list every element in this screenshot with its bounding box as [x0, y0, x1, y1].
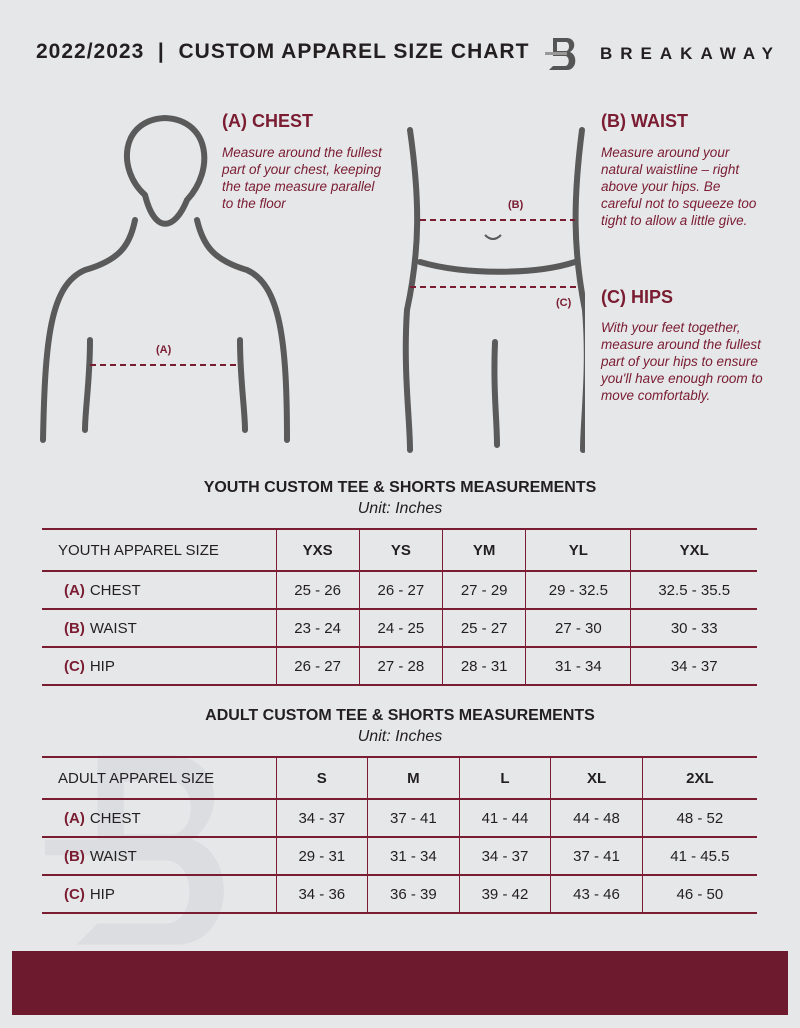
table-row: (A) CHEST 34 - 37 37 - 41 41 - 44 44 - 48 48 -…	[42, 798, 757, 838]
size-header: YS	[358, 528, 443, 572]
measurement-value: 27 - 30	[525, 608, 631, 648]
youth-unit: Unit: Inches	[357, 500, 443, 517]
measurement-value: 27 - 29	[442, 570, 526, 610]
measurement-letter: (B)	[64, 619, 85, 637]
size-header: XL	[550, 756, 643, 800]
chest-heading: (A) CHEST	[222, 111, 313, 131]
measurement-value: 34 - 37	[458, 836, 551, 876]
measurement-value: 43 - 46	[550, 874, 643, 914]
body-measurement-illustration	[40, 114, 585, 453]
measurement-letter: (A)	[64, 581, 85, 599]
footer-bar	[12, 951, 788, 1015]
measurement-label: (B) WAIST	[42, 608, 276, 648]
hips-heading: (C) HIPS	[601, 287, 673, 307]
youth-table-title: YOUTH CUSTOM TEE & SHORTS MEASUREMENTS	[203, 479, 597, 496]
measurement-value: 34 - 36	[275, 874, 368, 914]
measurement-name: WAIST	[89, 847, 137, 865]
size-header: S	[275, 756, 368, 800]
measurement-value: 46 - 50	[641, 874, 757, 914]
measurement-name: HIP	[89, 885, 115, 903]
hips-description: With your feet together, measure around …	[601, 320, 763, 403]
breakaway-logo-icon	[545, 38, 576, 70]
measurement-value: 23 - 24	[275, 608, 360, 648]
measurement-value: 26 - 27	[358, 570, 443, 610]
page-title: 2022/2023 | CUSTOM APPAREL SIZE CHART	[36, 40, 530, 63]
measurement-letter: (C)	[64, 885, 85, 903]
size-header: M	[367, 756, 460, 800]
waist-marker: (B)	[508, 199, 524, 211]
measurement-value: 44 - 48	[550, 798, 643, 838]
size-header: L	[458, 756, 551, 800]
size-header: YXS	[275, 528, 360, 572]
measurement-value: 25 - 26	[275, 570, 360, 610]
table-row: (C) HIP 34 - 36 36 - 39 39 - 42 43 - 46 46 - 5…	[42, 874, 757, 914]
size-header: YM	[442, 528, 526, 572]
measurement-value: 29 - 31	[275, 836, 368, 876]
measurement-name: WAIST	[89, 619, 137, 637]
measurement-letter: (B)	[64, 847, 85, 865]
size-label: YOUTH APPAREL SIZE	[42, 528, 276, 572]
measurement-value: 34 - 37	[630, 646, 757, 686]
table-header-row: ADULT APPAREL SIZE S M L XL 2XL	[42, 756, 757, 800]
measurement-value: 36 - 39	[367, 874, 460, 914]
measurement-value: 30 - 33	[630, 608, 757, 648]
measurement-value: 31 - 34	[367, 836, 460, 876]
measurement-value: 31 - 34	[525, 646, 631, 686]
measurement-value: 29 - 32.5	[525, 570, 631, 610]
measurement-value: 41 - 45.5	[641, 836, 757, 876]
measurement-value: 37 - 41	[367, 798, 460, 838]
measurement-value: 41 - 44	[458, 798, 551, 838]
measurement-value: 34 - 37	[275, 798, 368, 838]
adult-size-table: ADULT APPAREL SIZE S M L XL 2XL (A) CHEST 34 - 3…	[42, 756, 757, 914]
table-header-row: YOUTH APPAREL SIZE YXS YS YM YL YXL	[42, 528, 757, 572]
measurement-name: HIP	[89, 657, 115, 675]
waist-heading: (B) WAIST	[601, 111, 688, 131]
measurement-value: 32.5 - 35.5	[630, 570, 757, 610]
table-row: (C) HIP 26 - 27 27 - 28 28 - 31 31 - 34 34 - 3…	[42, 646, 757, 686]
measurement-value: 24 - 25	[358, 608, 443, 648]
table-row: (B) WAIST 29 - 31 31 - 34 34 - 37 37 - 41 41 -…	[42, 836, 757, 876]
measurement-name: CHEST	[89, 581, 141, 599]
measurement-value: 39 - 42	[458, 874, 551, 914]
measurement-label: (C) HIP	[42, 874, 276, 914]
chest-description: Measure around the fullest part of your …	[222, 145, 382, 211]
adult-unit: Unit: Inches	[357, 728, 443, 745]
measurement-label: (B) WAIST	[42, 836, 276, 876]
youth-size-table: YOUTH APPAREL SIZE YXS YS YM YL YXL (A) CHEST 25…	[42, 528, 757, 686]
measurement-value: 28 - 31	[442, 646, 526, 686]
measurement-label: (C) HIP	[42, 646, 276, 686]
brand-name: BREAKAWAY	[600, 44, 781, 63]
measurement-label: (A) CHEST	[42, 570, 276, 610]
size-header: YL	[525, 528, 631, 572]
waist-description: Measure around your natural waistline – …	[601, 145, 757, 228]
adult-table-title: ADULT CUSTOM TEE & SHORTS MEASUREMENTS	[205, 707, 595, 724]
table-row: (A) CHEST 25 - 26 26 - 27 27 - 29 29 - 32.5 32…	[42, 570, 757, 610]
size-label: ADULT APPAREL SIZE	[42, 756, 276, 800]
size-header: 2XL	[641, 756, 757, 800]
size-header: YXL	[630, 528, 757, 572]
measurement-value: 25 - 27	[442, 608, 526, 648]
chest-marker: (A)	[156, 344, 172, 356]
measurement-value: 37 - 41	[550, 836, 643, 876]
hips-marker: (C)	[556, 297, 572, 309]
measurement-label: (A) CHEST	[42, 798, 276, 838]
measurement-value: 48 - 52	[641, 798, 757, 838]
measurement-letter: (A)	[64, 809, 85, 827]
measurement-name: CHEST	[89, 809, 141, 827]
measurement-value: 26 - 27	[275, 646, 360, 686]
table-row: (B) WAIST 23 - 24 24 - 25 25 - 27 27 - 30 30 -…	[42, 608, 757, 648]
measurement-value: 27 - 28	[358, 646, 443, 686]
measurement-letter: (C)	[64, 657, 85, 675]
